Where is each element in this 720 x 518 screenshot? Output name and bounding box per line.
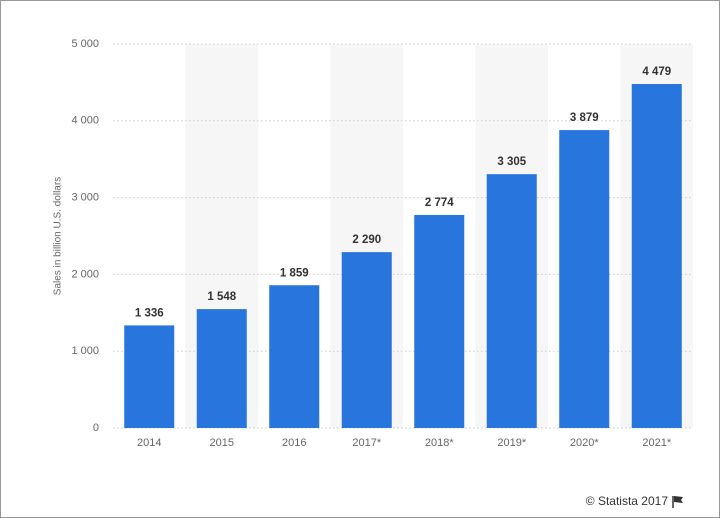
bar bbox=[269, 285, 320, 428]
value-label: 1 336 bbox=[135, 307, 164, 319]
flag-icon bbox=[672, 496, 683, 508]
bar bbox=[486, 174, 537, 428]
source: © Statista 2017 bbox=[586, 494, 669, 508]
y-tick-label: 1 000 bbox=[71, 345, 99, 357]
x-tick-label: 2017* bbox=[352, 437, 381, 449]
y-tick-label: 3 000 bbox=[71, 192, 99, 204]
x-tick-label: 2016 bbox=[282, 437, 306, 449]
x-tick-label: 2014 bbox=[137, 437, 161, 449]
x-tick-label: 2020* bbox=[570, 437, 599, 449]
y-tick-label: 0 bbox=[93, 422, 99, 434]
value-label: 2 290 bbox=[352, 234, 381, 246]
y-tick-label: 2 000 bbox=[71, 268, 99, 280]
x-tick-label: 2019* bbox=[497, 437, 526, 449]
bar bbox=[631, 84, 682, 428]
bar bbox=[414, 214, 465, 428]
bar bbox=[559, 130, 610, 428]
y-tick-label: 5 000 bbox=[71, 38, 99, 50]
value-label: 2 774 bbox=[425, 197, 454, 209]
y-axis-label: Sales in billion U.S. dollars bbox=[53, 177, 64, 295]
value-label: 1 548 bbox=[207, 291, 236, 303]
value-label: 1 859 bbox=[280, 267, 309, 279]
value-label: 3 879 bbox=[570, 112, 599, 124]
bar bbox=[196, 309, 247, 428]
bar bbox=[341, 252, 392, 428]
x-tick-label: 2018* bbox=[425, 437, 454, 449]
x-tick-label: 2021* bbox=[642, 437, 671, 449]
bar bbox=[124, 325, 175, 428]
value-label: 3 305 bbox=[497, 156, 526, 168]
y-tick-label: 4 000 bbox=[71, 115, 99, 127]
x-tick-label: 2015 bbox=[210, 437, 234, 449]
value-label: 4 479 bbox=[642, 66, 671, 78]
